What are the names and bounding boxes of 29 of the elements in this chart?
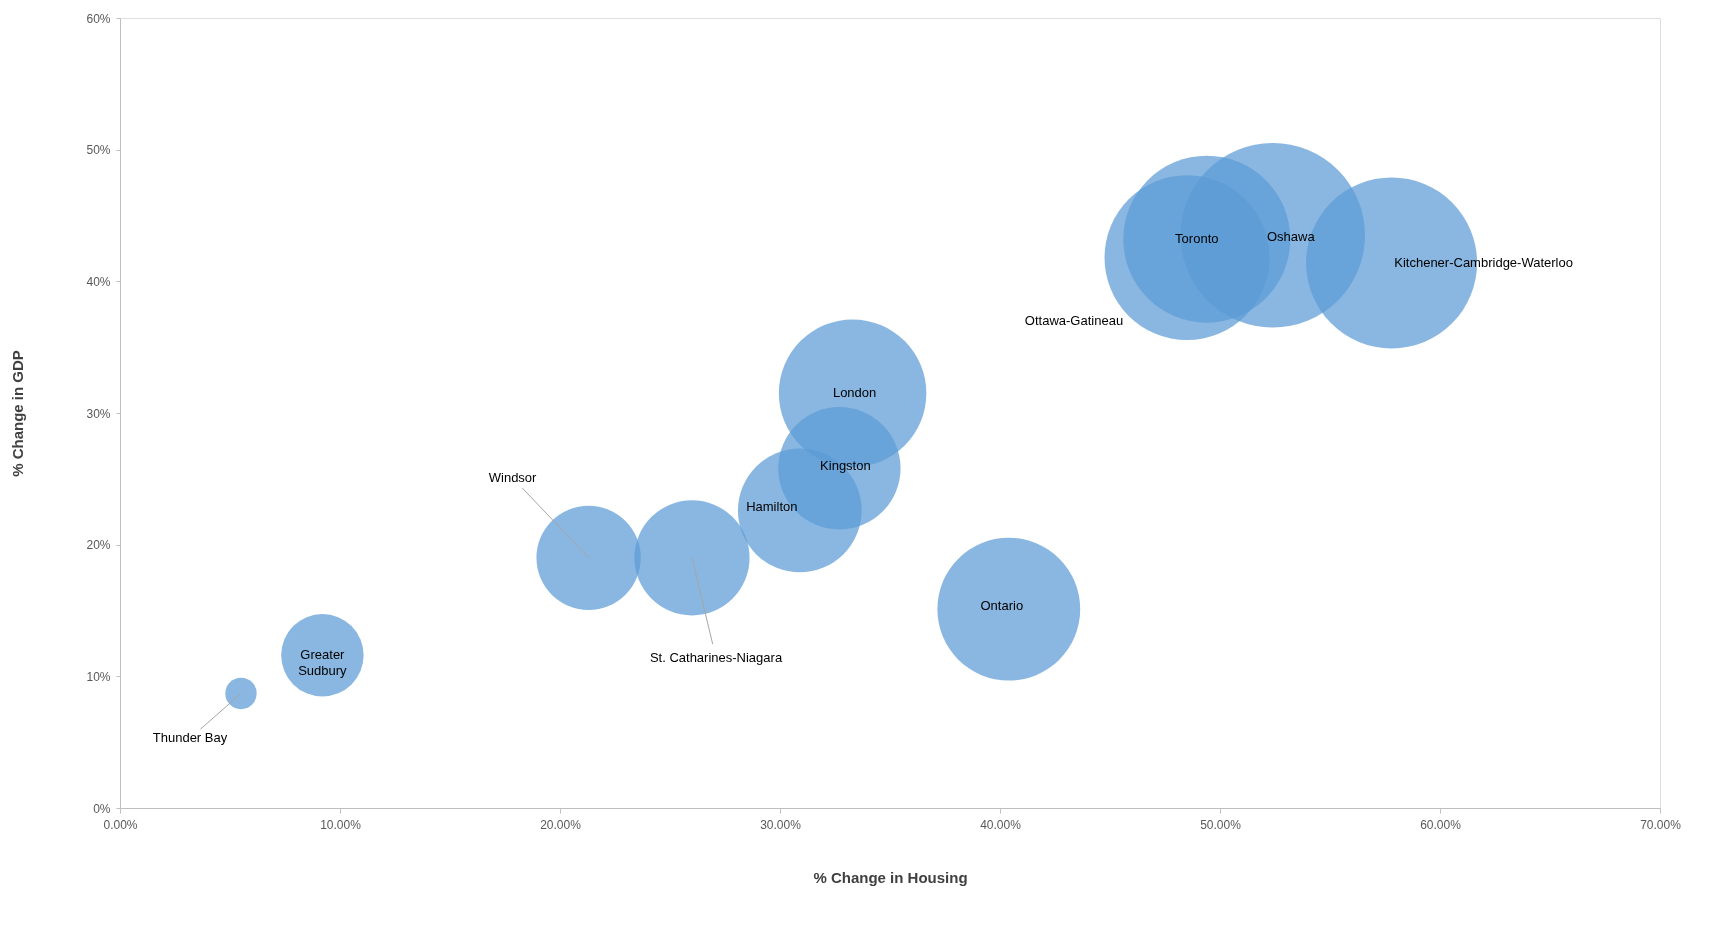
x-tick-label: 50.00% <box>1200 817 1242 832</box>
y-tick-label: 50% <box>86 143 111 158</box>
y-tick-label: 20% <box>86 538 111 553</box>
x-tick-label: 30.00% <box>760 817 802 832</box>
y-tick-label: 40% <box>86 274 111 289</box>
annotation: St. Catharines-Niagara <box>649 649 783 665</box>
annotation: Ottawa-Gatineau <box>1024 312 1124 328</box>
y-axis-title: % Change in GDP <box>9 350 27 477</box>
x-tick-label: 0.00% <box>103 817 138 832</box>
x-tick-label: 40.00% <box>980 817 1022 832</box>
y-tick-label: 10% <box>86 669 111 684</box>
annotation: Kingston <box>820 458 871 474</box>
x-tick-label: 20.00% <box>540 817 582 832</box>
y-tick-label: 30% <box>86 406 111 421</box>
x-tick-label: 10.00% <box>320 817 362 832</box>
x-tick-label: 70.00% <box>1640 817 1682 832</box>
annotation: Hamilton <box>746 499 798 515</box>
annotation: Thunder Bay <box>152 730 228 746</box>
x-tick-label: 60.00% <box>1420 817 1462 832</box>
annotation: Greater Sudbury <box>298 647 348 679</box>
annotation: Ontario <box>980 598 1024 614</box>
y-tick-label: 60% <box>86 11 111 26</box>
y-tick-label: 0% <box>93 801 111 816</box>
x-axis-title: % Change in Housing <box>813 868 968 886</box>
annotation: Oshawa <box>1266 229 1316 245</box>
annotation: Toronto <box>1175 231 1219 247</box>
annotation: Kitchener-Cambridge-Waterloo <box>1394 254 1573 270</box>
annotation: London <box>832 385 877 401</box>
annotation: Windsor <box>488 469 538 485</box>
